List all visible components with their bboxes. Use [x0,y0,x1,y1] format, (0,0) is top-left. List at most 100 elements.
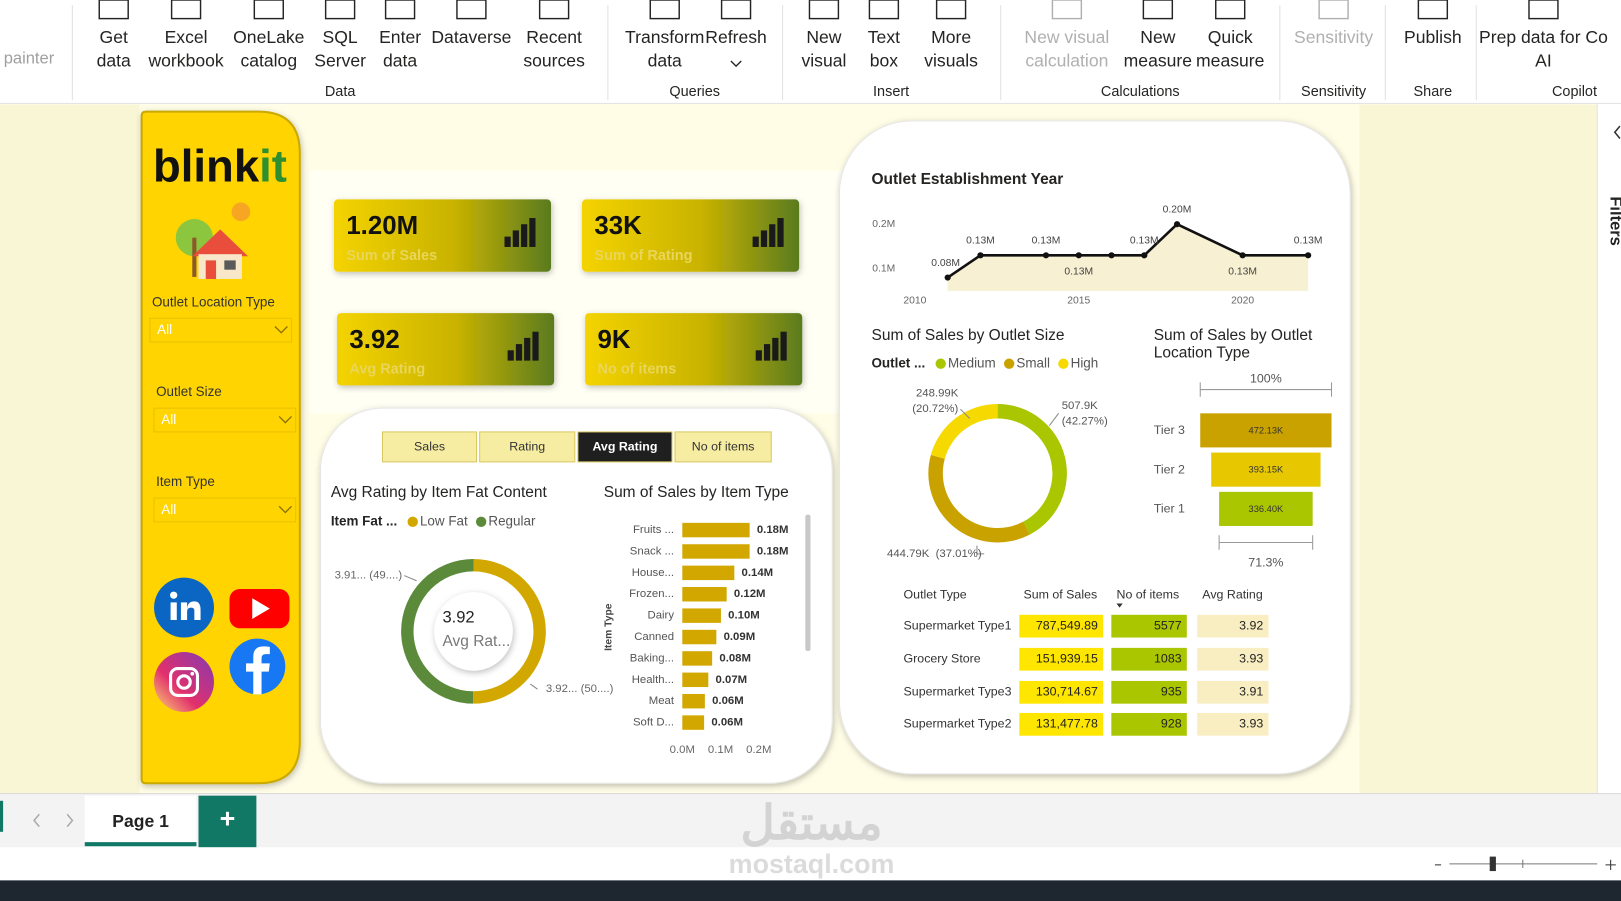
scrollbar[interactable] [805,514,811,651]
ribbon-button-label[interactable]: Get [100,27,128,47]
ribbon-icon[interactable] [935,0,967,20]
ribbon-button-label[interactable]: SQL [323,27,358,47]
ribbon-button-label[interactable]: New [806,27,841,47]
ribbon-icon[interactable] [1051,0,1083,20]
filter-dropdown[interactable] [153,407,297,433]
ribbon-icon[interactable] [170,0,202,20]
filter-label: Outlet Size [156,384,222,399]
tab-label[interactable]: No of items [692,440,755,454]
ribbon-button-label[interactable]: Dataverse [431,27,511,47]
ribbon-icon[interactable] [98,0,129,20]
ribbon-button-label[interactable]: visual [801,51,846,71]
page-tab-label[interactable]: Page 1 [112,811,169,831]
ribbon-icon[interactable] [538,0,570,20]
ribbon-button-label[interactable]: Sensitivity [1294,27,1373,47]
legend-label: Regular [488,513,536,528]
zoom-thumb[interactable] [1489,856,1496,872]
filter-dropdown[interactable] [149,317,293,343]
ribbon-button-label[interactable]: sources [523,51,585,71]
ribbon-button-label[interactable]: Server [314,51,366,71]
ribbon-icon[interactable] [1417,0,1449,20]
ribbon-button-label[interactable]: Transform [625,27,704,47]
kpi-value: 33K [594,212,642,240]
pane-title[interactable]: Filters [1606,196,1621,246]
add-page-label[interactable]: + [220,804,236,834]
ribbon-icon[interactable] [808,0,840,20]
data-label: 0.09M [724,631,756,643]
linkedin-icon[interactable] [154,577,214,638]
prev-page-arrow[interactable] [33,813,40,828]
tab-button[interactable] [479,431,576,463]
pane-collapse-icon[interactable] [1613,125,1621,139]
ribbon-icon[interactable] [253,0,284,20]
ribbon-group-label: Data [325,84,356,100]
ribbon-button-label[interactable]: More [931,27,971,47]
legend-label: High [1071,355,1099,370]
ribbon-button-label[interactable]: visuals [924,51,978,71]
tab-label[interactable]: Rating [509,440,545,454]
ribbon-icon[interactable] [384,0,416,20]
ribbon-icon[interactable] [649,0,680,20]
filter-value[interactable]: All [161,412,176,427]
kpi-icon-bar [504,236,511,247]
ribbon-button-label[interactable]: calculation [1025,51,1108,71]
ribbon-icon[interactable] [1528,0,1559,20]
next-page-arrow[interactable] [66,813,74,828]
ribbon-button-label[interactable]: data [97,51,131,71]
kpi-icon-bar [524,337,531,361]
ribbon-button-label[interactable]: catalog [240,51,297,71]
table-cell: Supermarket Type3 [904,685,1012,699]
table-cell: 151,939.15 [1036,652,1098,666]
ribbon-icon[interactable] [868,0,900,20]
ribbon-button-label[interactable]: New [1140,27,1175,47]
youtube-icon[interactable] [229,588,290,629]
ribbon-button-label[interactable]: OneLake [233,27,304,47]
tab-button[interactable] [577,431,673,463]
ribbon-icon[interactable] [720,0,752,20]
ribbon-button-label[interactable]: New visual [1024,27,1109,47]
ribbon-button-label[interactable]: Prep data for Co [1479,27,1608,47]
chart-title: Sum of Sales by Item Type [604,484,789,501]
ribbon-button-label[interactable]: Refresh [705,27,767,47]
x-tick-label: 0.2M [746,744,771,756]
ribbon-icon[interactable] [1215,0,1246,20]
tab-label[interactable]: Avg Rating [592,440,657,454]
ribbon-icon[interactable] [456,0,487,20]
kpi-icon-bar [772,337,779,361]
data-label: 0.06M [712,695,744,707]
ribbon-icon[interactable] [1318,0,1349,20]
filter-value[interactable]: All [161,502,176,517]
ribbon-button-label[interactable]: Quick [1208,27,1253,47]
instagram-icon[interactable] [154,652,214,712]
ribbon-button-label[interactable]: box [870,51,899,71]
data-label: 0.18M [757,524,789,536]
ribbon-button-label[interactable]: Publish [1404,27,1462,47]
donut-slice [930,404,998,459]
table-cell: 935 [1161,685,1182,699]
ribbon-button-label[interactable]: Excel [165,27,208,47]
zoom-in[interactable] [1605,859,1616,871]
filter-dropdown[interactable] [153,497,297,523]
leader-line [960,408,971,419]
tab-button[interactable] [674,431,772,463]
data-label: 0.07M [716,674,748,686]
ribbon-icon[interactable] [324,0,356,20]
facebook-icon[interactable] [229,638,286,695]
x-tick-label: 2020 [1231,295,1254,306]
tab-label[interactable]: Sales [414,440,445,454]
ribbon-icon[interactable] [1142,0,1174,20]
ribbon-button-label[interactable]: measure [1196,51,1264,71]
filter-value[interactable]: All [157,322,172,337]
ribbon-button-label[interactable]: data [383,51,417,71]
page-tab[interactable] [84,795,197,848]
table-header: No of items [1117,587,1180,601]
ribbon-button-label[interactable]: Text [868,27,900,47]
ribbon-button-label[interactable]: measure [1124,51,1192,71]
ribbon-button-label[interactable]: Recent [526,27,582,47]
tab-button[interactable] [381,431,478,463]
ribbon-button-label[interactable]: Enter [379,27,421,47]
ribbon-button-label[interactable]: AI [1535,51,1552,71]
ribbon-button-label[interactable]: data [648,51,682,71]
add-page-button[interactable] [198,795,257,848]
ribbon-button-label[interactable]: workbook [147,51,223,71]
